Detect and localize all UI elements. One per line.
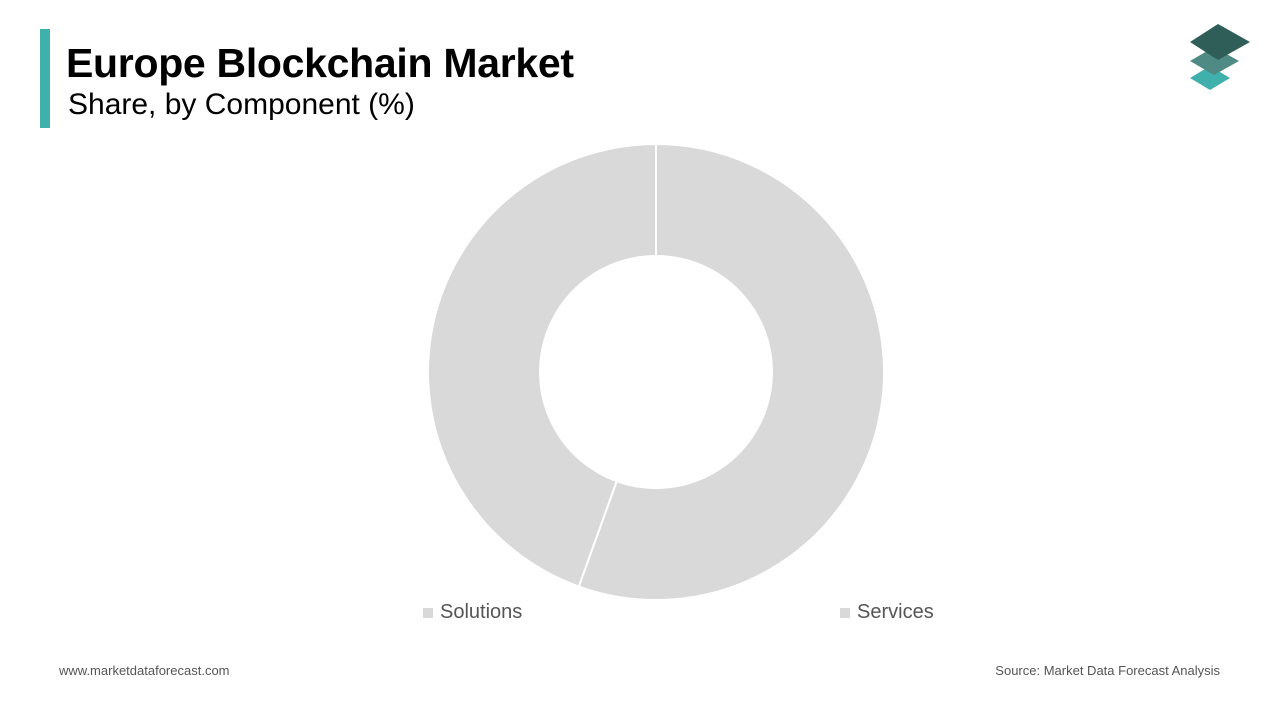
page-subtitle: Share, by Component (%)	[68, 88, 415, 121]
page-title: Europe Blockchain Market	[66, 40, 574, 86]
title-accent-bar	[40, 29, 50, 128]
footer-source: Source: Market Data Forecast Analysis	[995, 663, 1220, 678]
legend-item-services: Services	[840, 601, 934, 624]
logo-layer-middle	[1190, 47, 1239, 75]
donut-slice-solutions	[427, 142, 657, 588]
legend-swatch-services	[840, 607, 850, 618]
logo-layer-bottom	[1190, 66, 1230, 90]
logo-layer-top	[1190, 24, 1250, 60]
legend-label-solutions: Solutions	[440, 601, 523, 623]
legend-item-solutions: Solutions	[423, 601, 522, 624]
donut-slice-services	[577, 142, 885, 601]
legend-label-services: Services	[857, 601, 934, 623]
footer-website: www.marketdataforecast.com	[59, 663, 230, 678]
stacked-layers-icon	[1190, 24, 1250, 90]
legend-swatch-solutions	[423, 607, 433, 618]
